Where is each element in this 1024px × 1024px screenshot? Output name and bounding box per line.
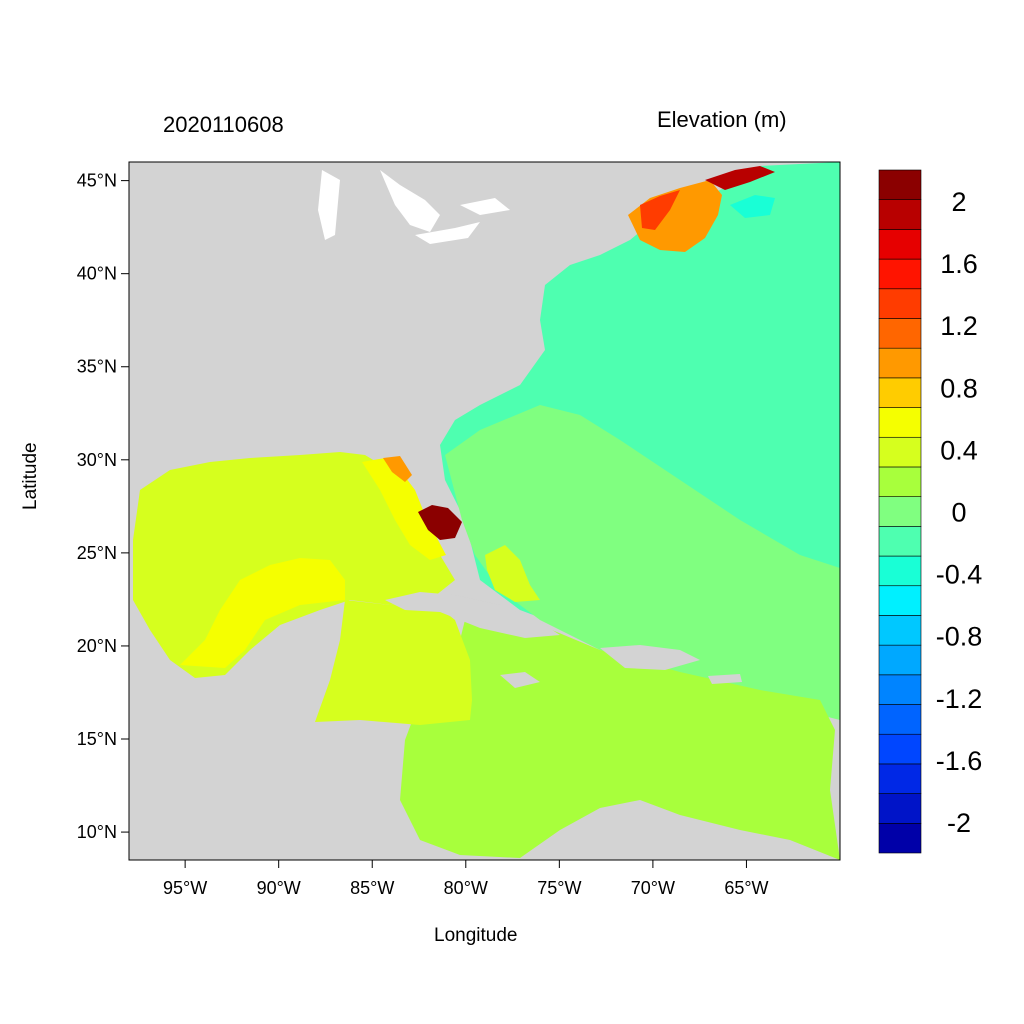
colorbar-swatch xyxy=(878,615,922,646)
colorbar-swatch xyxy=(878,229,922,260)
map-frame xyxy=(128,161,841,861)
colorbar-swatch xyxy=(878,526,922,557)
x-tick-label: 85°W xyxy=(350,878,394,898)
x-axis-label: Longitude xyxy=(434,925,518,946)
variable-title: Elevation (m) xyxy=(657,107,787,132)
hispaniola-island xyxy=(600,645,700,670)
x-axis-ticks: 95°W 90°W 85°W 80°W 75°W 70°W 65°W xyxy=(163,860,769,898)
scotian-shelf-low xyxy=(730,195,775,218)
colorbar-swatch xyxy=(878,288,922,319)
puerto-rico-island xyxy=(708,674,742,684)
colorbar: 2 1.6 1.2 0.8 0.4 0 -0.4 -0.8 -1.2 -1.6 -2 xyxy=(878,169,983,854)
x-tick-label: 65°W xyxy=(724,878,768,898)
y-tick-label: 40°N xyxy=(77,264,117,284)
southwest-florida-surge xyxy=(418,505,462,540)
x-tick-label: 95°W xyxy=(163,878,207,898)
x-tick-label: 75°W xyxy=(537,878,581,898)
caribbean-sea-region xyxy=(400,600,840,860)
colorbar-swatch xyxy=(878,674,922,705)
colorbar-swatch xyxy=(878,466,922,497)
colorbar-label: -1.2 xyxy=(936,684,983,714)
colorbar-swatch xyxy=(878,823,922,854)
x-tick-label: 80°W xyxy=(444,878,488,898)
x-tick-label: 90°W xyxy=(257,878,301,898)
colorbar-label: 1.2 xyxy=(940,311,978,341)
near-zero-region xyxy=(445,405,840,720)
colorbar-swatch xyxy=(878,318,922,349)
colorbar-swatch xyxy=(878,644,922,676)
colorbar-swatch xyxy=(878,496,922,527)
colorbar-swatch xyxy=(878,555,922,587)
date-title: 2020110608 xyxy=(163,112,284,137)
colorbar-swatch xyxy=(878,585,922,616)
colorbar-swatch xyxy=(878,169,922,200)
y-tick-label: 15°N xyxy=(77,729,117,749)
colorbar-label: -0.8 xyxy=(936,622,983,652)
florida-shelf-region xyxy=(362,458,446,560)
colorbar-swatch xyxy=(878,199,922,230)
colorbar-swatch xyxy=(878,347,922,379)
map-area xyxy=(129,162,840,860)
colorbar-swatch xyxy=(878,793,922,824)
colorbar-label: -0.4 xyxy=(936,560,983,590)
y-tick-label: 30°N xyxy=(77,450,117,470)
bay-of-fundy-surge xyxy=(705,166,775,190)
colorbar-label: -2 xyxy=(947,808,971,838)
big-bend-surge xyxy=(383,456,412,482)
colorbar-swatch xyxy=(878,258,922,290)
colorbar-label: 1.6 xyxy=(940,249,978,279)
y-tick-label: 35°N xyxy=(77,357,117,377)
x-tick-label: 70°W xyxy=(631,878,675,898)
bahamas-banks-region xyxy=(485,545,540,602)
gulf-of-maine-surge xyxy=(628,180,722,252)
gulf-core-region xyxy=(180,558,345,668)
y-tick-label: 20°N xyxy=(77,636,117,656)
colorbar-label: -1.6 xyxy=(936,746,983,776)
y-axis-ticks: 45°N 40°N 35°N 30°N 25°N 20°N 15°N 10°N xyxy=(77,171,129,842)
colorbar-label: 0.4 xyxy=(940,435,978,465)
colorbar-label: 0 xyxy=(951,498,966,528)
colorbar-label: 0.8 xyxy=(940,373,978,403)
gulf-of-maine-peak xyxy=(640,190,680,230)
y-tick-label: 45°N xyxy=(77,171,117,191)
western-caribbean-region xyxy=(315,600,472,725)
great-lakes xyxy=(318,170,510,244)
colorbar-label: 2 xyxy=(951,187,966,217)
colorbar-swatch xyxy=(878,377,922,408)
cuba-island xyxy=(385,592,560,638)
y-tick-label: 10°N xyxy=(77,822,117,842)
colorbar-swatch xyxy=(878,436,922,468)
jamaica-island xyxy=(500,672,540,688)
colorbar-swatch xyxy=(878,733,922,765)
colorbar-swatch xyxy=(878,763,922,794)
colorbar-swatch xyxy=(878,407,922,438)
colorbar-swatch xyxy=(878,704,922,735)
y-tick-label: 25°N xyxy=(77,543,117,563)
